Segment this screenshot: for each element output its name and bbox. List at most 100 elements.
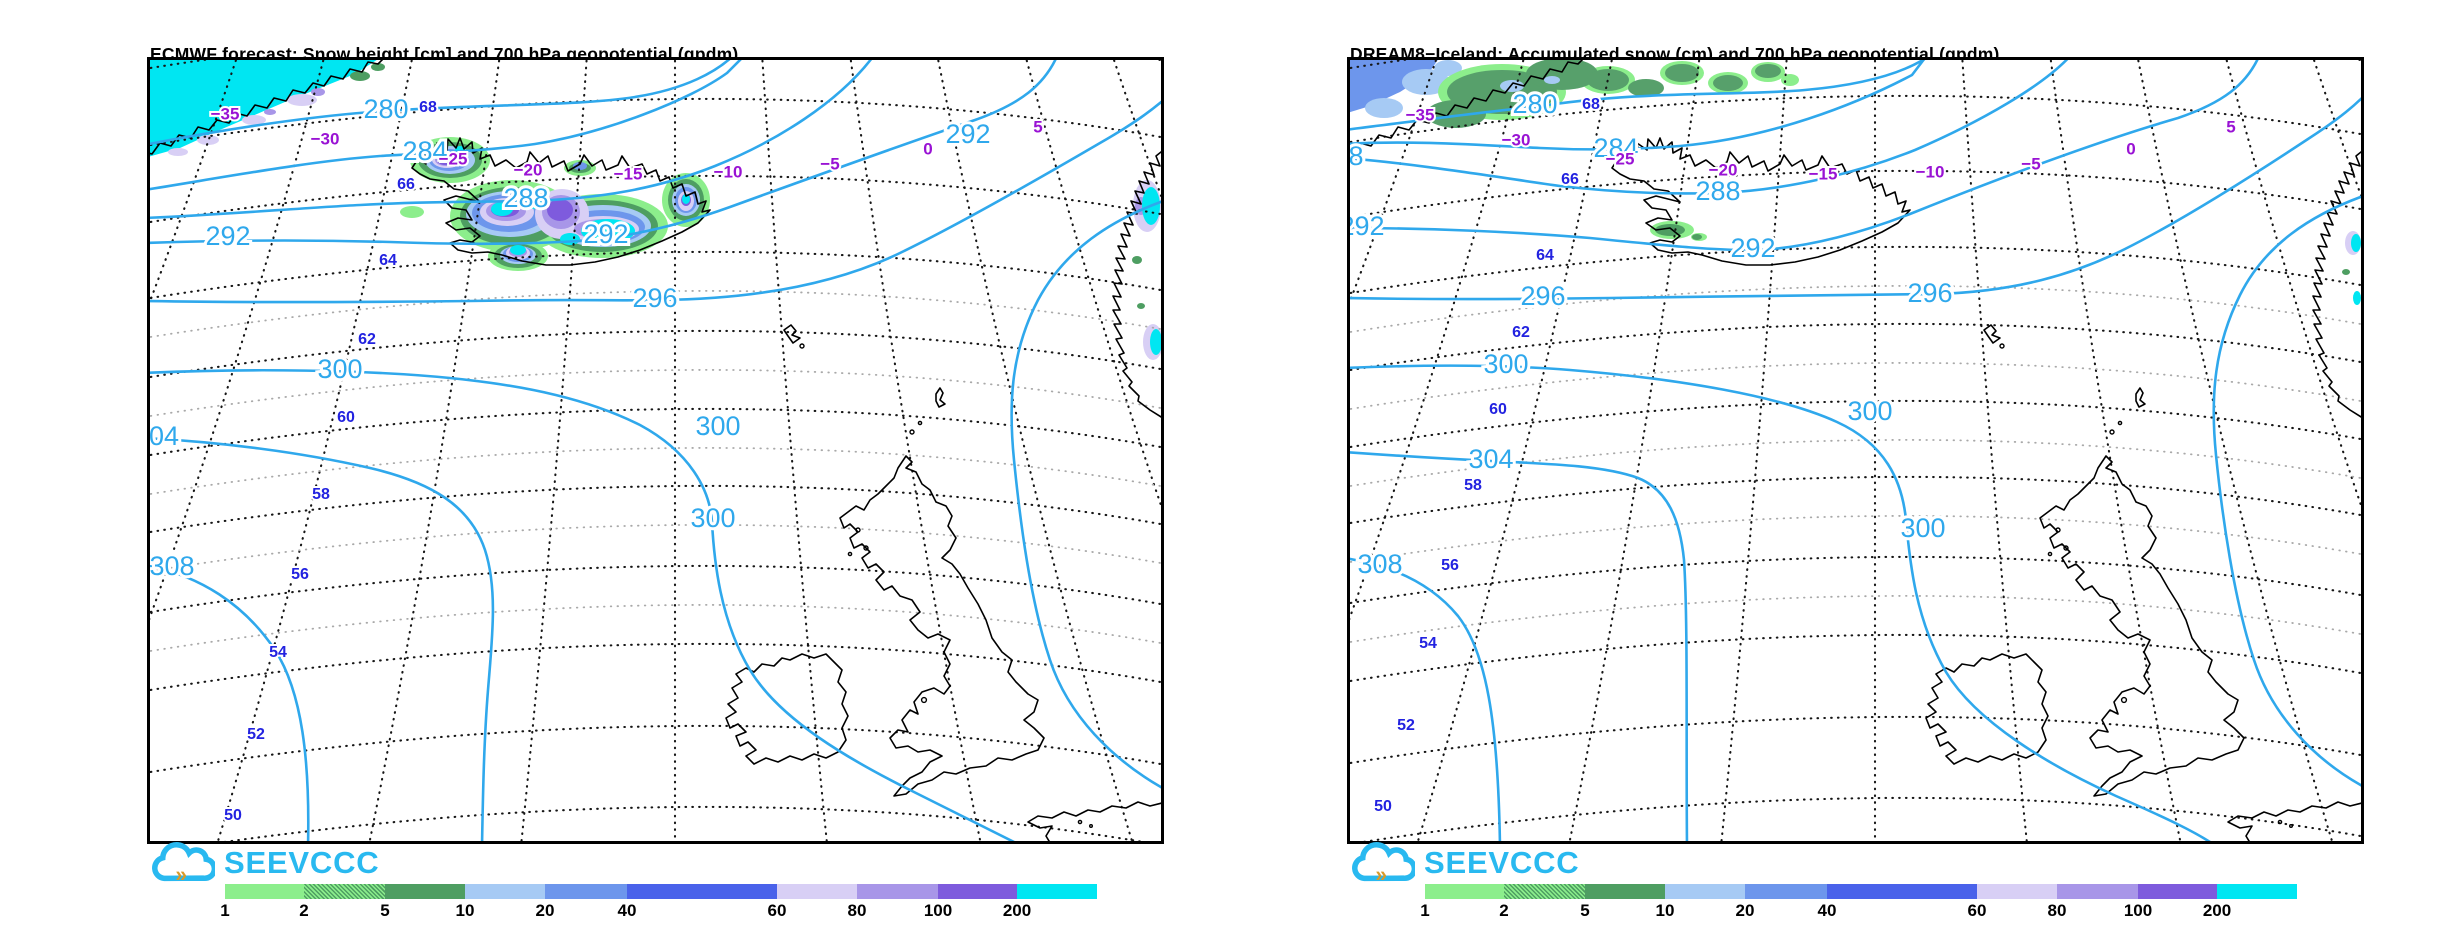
colorbar-tick-label: 5 — [1580, 901, 1590, 920]
geopotential-label: 288 — [1695, 176, 1740, 206]
temperature-label: 5 — [2226, 117, 2235, 136]
latitude-label: 52 — [1397, 717, 1415, 734]
geopotential-contour — [1350, 451, 1689, 841]
snow-area — [1132, 256, 1142, 264]
colorbar-segment — [777, 884, 857, 899]
snow-area — [1150, 329, 1161, 355]
coastline — [1112, 150, 1161, 418]
temperature-label: −35 — [1406, 105, 1435, 124]
latitude-label: 50 — [1374, 798, 1392, 815]
temperature-label: −15 — [1809, 164, 1838, 183]
colorbar-segment — [465, 884, 545, 899]
colorbar-segment — [1017, 884, 1097, 899]
snow-area — [1692, 234, 1702, 240]
coastline — [783, 324, 801, 344]
geopotential-label: 300 — [695, 411, 740, 441]
geopotential-label: 04 — [150, 421, 179, 451]
coastline — [1350, 60, 1584, 155]
graticule-parallel — [1350, 715, 2361, 765]
snow-area — [547, 199, 573, 221]
snow-area — [2351, 234, 2361, 252]
graticule-parallel — [150, 484, 1161, 534]
seevccc-logo: » SEEVCCC — [1349, 841, 1579, 885]
latitude-label: 56 — [1441, 557, 1459, 574]
seevccc-logo: » SEEVCCC — [149, 841, 379, 885]
graticule-me — [761, 60, 828, 841]
snow-area — [1426, 100, 1486, 128]
geopotential-contour — [150, 564, 310, 841]
graticule-me — [2049, 60, 2182, 841]
geopotential-label: 284 — [1593, 133, 1638, 163]
island-coastline — [847, 551, 853, 557]
graticule-parallel — [1350, 475, 2361, 525]
graticule-me — [1112, 60, 1161, 199]
temperature-label: −20 — [514, 160, 543, 179]
graticule-me — [150, 60, 325, 621]
geopotential-label: 300 — [1847, 396, 1892, 426]
island-coastline — [1999, 343, 2005, 349]
snow-area — [491, 202, 513, 216]
graticule-parallel-minor — [150, 524, 1161, 572]
latitude-label: 58 — [312, 486, 330, 503]
geopotential-label: 296 — [632, 283, 677, 313]
colorbar-segment — [545, 884, 627, 899]
graticule-parallel-minor — [1350, 515, 2361, 563]
temperature-label: −25 — [439, 149, 468, 168]
snow-area — [371, 63, 385, 71]
island-coastline — [920, 696, 928, 704]
latitude-label: 66 — [397, 176, 415, 193]
geopotential-label: 288 — [503, 183, 548, 213]
snow-area — [1755, 64, 1781, 78]
coastline — [1611, 137, 1911, 266]
latitude-label: 60 — [1489, 401, 1507, 418]
island-coastline — [863, 545, 869, 551]
island-coastline — [2120, 696, 2128, 704]
temperature-label: −10 — [714, 162, 743, 181]
colorbar-tick-label: 200 — [2202, 901, 2232, 920]
geopotential-label: 292 — [1350, 211, 1385, 241]
geopotential-label: 300 — [1900, 513, 1945, 543]
graticule-me — [150, 60, 238, 305]
island-coastline — [2055, 527, 2061, 533]
island-coastline — [799, 343, 805, 349]
geopotential-contour — [1010, 200, 1161, 789]
map-canvas: 280 284 288 8 292 292 296 296 300 300 300 304 308 68 6… — [1347, 57, 2364, 844]
colorbar-tick-label: 40 — [1817, 901, 1837, 920]
geopotential-label: 308 — [1357, 549, 1402, 579]
temperature-label: −15 — [614, 164, 643, 183]
colorbar-segment — [1504, 884, 1585, 899]
coastline — [1925, 653, 2049, 765]
graticule-me — [368, 60, 501, 841]
geopotential-contour — [1350, 557, 1502, 841]
logo-arrow-icon: » — [1375, 864, 1387, 885]
graticule-me — [1568, 60, 1701, 841]
snow-area — [1137, 303, 1145, 309]
graticule-me — [2137, 60, 2334, 841]
geopotential-contour — [1350, 97, 2361, 301]
colorbar-tick-label: 60 — [1967, 901, 1987, 920]
island-coastline — [2289, 824, 2294, 829]
colorbar-segment — [938, 884, 1017, 899]
colorbar-tick-label: 200 — [1002, 901, 1032, 920]
colorbar-tick-label: 1 — [220, 901, 230, 920]
colorbar-tick-label: 40 — [617, 901, 637, 920]
geopotential-label: 292 — [945, 119, 990, 149]
cloud-logo-icon: » — [152, 841, 215, 885]
geopotential-label: 280 — [363, 94, 408, 124]
snow-area — [264, 109, 276, 115]
geopotential-label: 300 — [690, 503, 735, 533]
island-coastline — [1089, 824, 1094, 829]
colorbar-tick-label: 100 — [2123, 901, 2153, 920]
snow-area — [1402, 69, 1450, 95]
graticule-parallel — [1362, 796, 2361, 841]
island-coastline — [2277, 819, 2283, 825]
snow-area — [197, 135, 219, 145]
coastline — [2039, 455, 2245, 797]
colorbar-tick-label: 2 — [299, 901, 309, 920]
latitude-label: 64 — [1536, 247, 1554, 264]
graticule-me — [2225, 60, 2361, 509]
snow-area — [1713, 75, 1743, 91]
island-coastline — [2063, 545, 2069, 551]
geopotential-contour — [1350, 364, 2211, 841]
